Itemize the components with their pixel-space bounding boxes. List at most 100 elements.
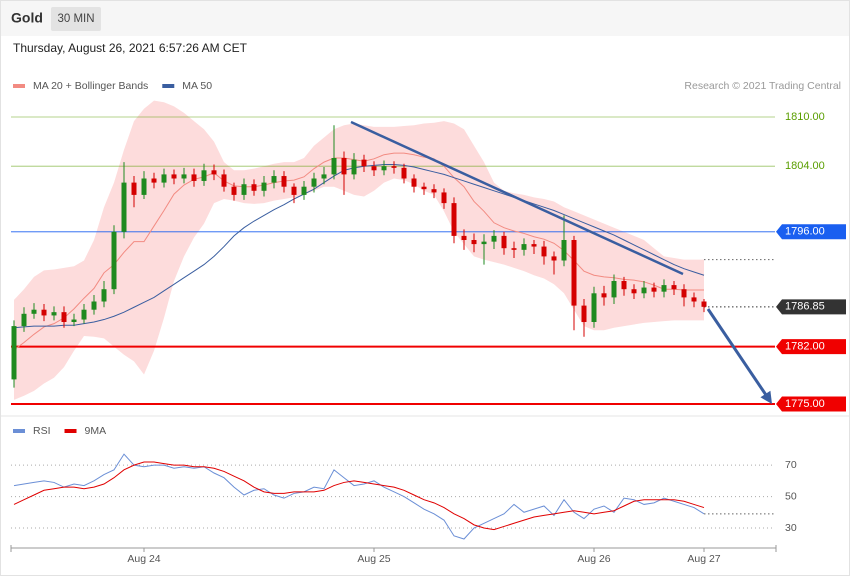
candle-body: [161, 174, 167, 183]
candle-body: [231, 186, 237, 195]
level-label-box: [776, 396, 846, 412]
x-tick-label: Aug 26: [577, 553, 610, 565]
candle-body: [211, 170, 217, 175]
candle-body: [31, 309, 37, 314]
candle-body: [471, 240, 477, 245]
indicator-line: [13, 453, 705, 540]
forecast-arrow: [706, 308, 768, 396]
candle-body: [41, 309, 47, 316]
moving-average: [13, 152, 704, 351]
level-label-box: [776, 299, 846, 315]
candle-body: [621, 281, 627, 290]
candle-body: [571, 240, 577, 306]
candle-body: [381, 166, 387, 171]
legend-label: MA 20 + Bollinger Bands: [33, 80, 148, 92]
y-tick-label: 30: [785, 522, 797, 534]
candle-body: [301, 186, 307, 195]
datetime: Thursday, August 26, 2021 6:57:26 AM CET: [13, 41, 248, 55]
candle-body: [131, 182, 137, 195]
candle-body: [331, 158, 337, 175]
candle-body: [361, 159, 367, 167]
candle-body: [171, 174, 177, 179]
candle-body: [201, 170, 207, 181]
candle-body: [611, 281, 617, 298]
candle-body: [601, 293, 607, 298]
legend-label: MA 50: [182, 80, 212, 92]
candle-body: [431, 189, 437, 193]
moving-average: [13, 164, 705, 329]
candle-body: [521, 244, 527, 250]
level-label: 1782.00: [785, 341, 825, 353]
candle-body: [631, 289, 637, 294]
price-panel: MA 20 + Bollinger Bands MA 50 1810.00 1804.…: [11, 80, 846, 412]
candle-body: [661, 285, 667, 292]
candle-body: [481, 241, 487, 245]
level-label: 1786.85: [785, 301, 825, 313]
candle-body: [371, 166, 377, 171]
level-label: 1804.00: [785, 160, 825, 172]
candle-body: [271, 176, 277, 183]
candle-body: [21, 313, 27, 327]
interval-badge[interactable]: [51, 7, 101, 31]
candle-body: [241, 184, 247, 195]
candle-body: [551, 256, 557, 261]
candle-body: [191, 174, 197, 181]
candle-body: [501, 235, 507, 249]
candle-body: [591, 293, 597, 322]
level-label-box: [776, 224, 846, 240]
legend-swatch: [13, 84, 25, 88]
candle-body: [111, 231, 117, 290]
candle-body: [61, 312, 67, 322]
candle-body: [411, 178, 417, 187]
candle-body: [511, 248, 517, 250]
candle-body: [531, 244, 537, 247]
candle-body: [671, 285, 677, 290]
instrument-title: Gold: [11, 10, 43, 26]
forecast-arrow-head: [760, 390, 772, 404]
candle-body: [701, 301, 707, 307]
candle-body: [91, 301, 97, 310]
credit: Research © 2021 Trading Central: [684, 80, 841, 92]
candle-body: [11, 326, 17, 380]
candle-body: [101, 289, 107, 302]
legend-swatch: [162, 84, 175, 88]
candle-body: [421, 186, 427, 190]
candle-body: [51, 312, 57, 316]
level-label: 1810.00: [785, 111, 825, 123]
candle-body: [581, 305, 587, 322]
legend-label: RSI: [33, 425, 51, 437]
candle-body: [261, 182, 267, 191]
candle-body: [681, 289, 687, 298]
level-label: 1775.00: [785, 398, 825, 410]
candle-body: [491, 235, 497, 242]
y-tick-label: 70: [785, 459, 797, 471]
indicator-line: [13, 461, 705, 531]
candle-body: [541, 246, 547, 257]
candle-body: [181, 174, 187, 179]
x-tick-label: Aug 27: [687, 553, 720, 565]
candle-body: [691, 297, 697, 302]
y-tick-label: 50: [785, 490, 797, 502]
candle-body: [221, 174, 227, 187]
candle-body: [291, 186, 297, 195]
candle-body: [151, 178, 157, 183]
candle-body: [311, 178, 317, 187]
candle-body: [281, 176, 287, 187]
trend-line: [350, 120, 684, 276]
candle-body: [341, 158, 347, 175]
level-label-box: [776, 339, 846, 355]
candle-body: [641, 287, 647, 294]
legend-swatch: [64, 429, 77, 433]
legend-swatch: [13, 429, 25, 433]
candle-body: [391, 166, 397, 168]
candle-body: [561, 240, 567, 261]
candle-body: [71, 319, 77, 322]
candle-body: [401, 167, 407, 179]
interval-label[interactable]: 30 MIN: [57, 13, 94, 25]
candle-body: [321, 174, 327, 179]
candle-body: [81, 309, 87, 320]
candle-body: [461, 235, 467, 240]
x-tick-label: Aug 25: [357, 553, 390, 565]
candle-body: [451, 203, 457, 236]
